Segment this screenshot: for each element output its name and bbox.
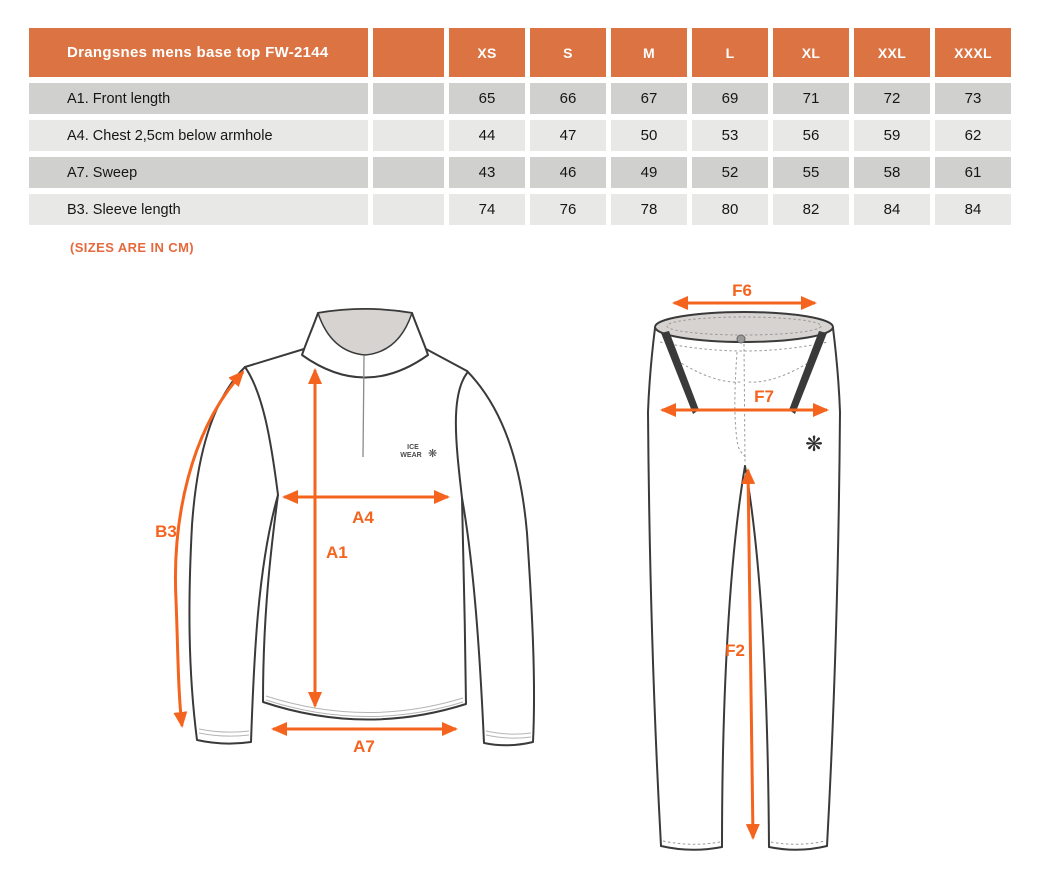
f6-label: F6	[732, 281, 752, 300]
shirt-right-raglan-seam	[454, 372, 468, 499]
units-note: (SIZES ARE IN CM)	[70, 240, 195, 255]
size-column-header-xs: XS	[449, 28, 525, 77]
pants-waistband-stitch	[659, 341, 829, 352]
size-value: 46	[530, 157, 606, 188]
pants-right-outer-edge	[826, 327, 841, 847]
row-label-sleeve-length: B3. Sleeve length	[29, 194, 368, 225]
pants-left-pocket	[661, 331, 699, 414]
size-value: 67	[611, 83, 687, 114]
blank-cell	[373, 120, 444, 151]
table-title: Drangsnes mens base top FW-2144	[29, 28, 368, 77]
f2-arrow	[741, 468, 760, 840]
size-value: 74	[449, 194, 525, 225]
shirt-body	[262, 494, 467, 721]
pants-left-inner-edge	[721, 465, 746, 848]
table-header-blank-cell	[373, 28, 444, 77]
size-value: 82	[773, 194, 849, 225]
size-value: 80	[692, 194, 768, 225]
size-value: 76	[530, 194, 606, 225]
pants-button	[736, 334, 746, 344]
shirt-collar-inside	[317, 308, 413, 356]
size-value: 62	[935, 120, 1011, 151]
b3-label: B3	[155, 522, 177, 541]
a4-label: A4	[352, 508, 374, 527]
size-column-header-xxxl: XXXL	[935, 28, 1011, 77]
size-value: 49	[611, 157, 687, 188]
size-value: 65	[449, 83, 525, 114]
size-value: 84	[935, 194, 1011, 225]
blank-cell	[373, 194, 444, 225]
size-column-header-l: L	[692, 28, 768, 77]
shirt-left-raglan-seam	[244, 366, 279, 496]
size-value: 56	[773, 120, 849, 151]
pants-fly-stitch	[734, 351, 748, 459]
size-value: 61	[935, 157, 1011, 188]
size-value: 52	[692, 157, 768, 188]
shirt-drawing: ICE WEAR ❋ B3 A1 A4 A7	[155, 308, 536, 756]
size-value: 66	[530, 83, 606, 114]
size-value: 53	[692, 120, 768, 151]
size-value: 71	[773, 83, 849, 114]
row-label-front-length: A1. Front length	[29, 83, 368, 114]
blank-cell	[373, 83, 444, 114]
size-column-header-m: M	[611, 28, 687, 77]
size-column-header-xl: XL	[773, 28, 849, 77]
b3-arrow	[173, 370, 245, 728]
row-label-sweep: A7. Sweep	[29, 157, 368, 188]
icewear-logo-line1: ICE	[407, 444, 419, 451]
f7-label: F7	[754, 387, 774, 406]
pants-snowflake-icon: ❋	[805, 433, 823, 456]
row-label-chest: A4. Chest 2,5cm below armhole	[29, 120, 368, 151]
icewear-logo-snowflake-icon: ❋	[428, 448, 437, 460]
shirt-right-sleeve	[461, 370, 536, 747]
a1-label: A1	[326, 543, 348, 562]
size-value: 58	[854, 157, 930, 188]
blank-cell	[373, 157, 444, 188]
shirt-left-sleeve	[188, 366, 279, 745]
size-value: 72	[854, 83, 930, 114]
size-chart-table: Drangsnes mens base top FW-2144 XS S M L…	[29, 28, 1011, 225]
size-value: 78	[611, 194, 687, 225]
icewear-logo-line2: WEAR	[400, 452, 421, 459]
size-value: 47	[530, 120, 606, 151]
size-value: 84	[854, 194, 930, 225]
size-column-header-s: S	[530, 28, 606, 77]
size-column-header-xxl: XXL	[854, 28, 930, 77]
a7-label: A7	[353, 737, 375, 756]
pants-left-outer-edge	[647, 327, 662, 847]
f2-label: F2	[725, 641, 745, 660]
pants-drawing: ❋ F6 F7 F2	[647, 281, 841, 851]
size-value: 43	[449, 157, 525, 188]
pants-right-pocket	[789, 331, 827, 414]
size-value: 50	[611, 120, 687, 151]
size-value: 73	[935, 83, 1011, 114]
icewear-logo: ICE WEAR ❋	[400, 444, 437, 460]
shirt-zipper-line	[362, 355, 365, 458]
size-value: 44	[449, 120, 525, 151]
size-value: 55	[773, 157, 849, 188]
size-value: 69	[692, 83, 768, 114]
size-value: 59	[854, 120, 930, 151]
